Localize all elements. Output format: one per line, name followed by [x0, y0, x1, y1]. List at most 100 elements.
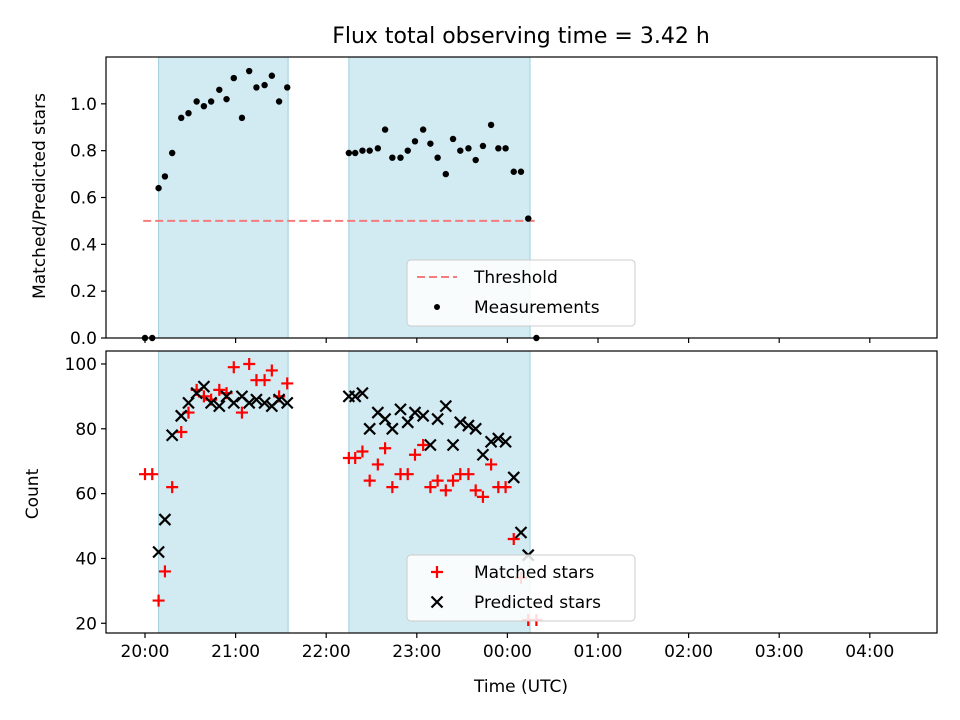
data-point: [484, 435, 498, 449]
x-tick-label: 04:00: [845, 642, 894, 662]
legend-box: [406, 554, 636, 622]
data-point: [462, 419, 475, 432]
y-tick-label: 0.2: [70, 282, 97, 302]
data-point: [275, 98, 283, 105]
x-tick-label: 01:00: [574, 642, 623, 662]
data-point: [379, 442, 392, 455]
data-point: [168, 149, 176, 157]
legend: Threshold Measurements: [406, 259, 636, 327]
data-point: [507, 471, 521, 484]
data-point: [495, 145, 502, 152]
data-point: [207, 98, 215, 105]
data-point: [381, 126, 389, 133]
data-point: [394, 403, 407, 416]
data-point: [243, 357, 256, 370]
data-point: [265, 364, 278, 377]
y-tick-label: 40: [75, 549, 97, 569]
data-point: [235, 406, 248, 419]
data-point: [507, 533, 520, 545]
data-point: [227, 396, 241, 410]
data-point: [378, 412, 392, 426]
data-point: [348, 390, 362, 403]
data-point: [386, 481, 399, 494]
data-point: [238, 114, 246, 122]
data-point: [416, 409, 430, 423]
data-point: [175, 426, 188, 439]
y-tick-label: 80: [75, 420, 97, 440]
data-point: [242, 396, 256, 410]
data-point: [258, 374, 271, 387]
data-point: [200, 102, 208, 110]
data-point: [374, 145, 382, 152]
legend-label: Matched stars: [474, 563, 594, 583]
data-point: [514, 526, 528, 539]
data-point: [419, 126, 427, 133]
bottom-panel: Count Time (UTC) 20 40 60 80 100 20:00 21:00 22…: [23, 350, 938, 697]
data-point: [204, 396, 218, 410]
data-point: [158, 565, 171, 578]
data-point: [268, 72, 276, 79]
data-point: [258, 396, 271, 410]
data-point: [359, 147, 366, 154]
y-tick-label: 1.0: [70, 95, 97, 115]
data-point: [272, 393, 286, 406]
data-point: [152, 594, 165, 607]
data-point: [517, 168, 525, 175]
chart-title: Flux total observing time = 3.42 h: [332, 24, 710, 49]
data-point: [525, 215, 532, 222]
data-point: [166, 481, 179, 494]
data-point: [213, 383, 226, 396]
y-tick-label: 0.4: [70, 235, 97, 255]
axes-frame: [105, 350, 938, 634]
data-point: [457, 147, 464, 154]
legend-box: [406, 259, 636, 327]
data-point: [371, 458, 384, 471]
legend-label: Threshold: [473, 268, 558, 288]
data-point: [155, 184, 162, 192]
data-point: [417, 439, 430, 451]
data-point: [408, 448, 421, 461]
data-point: [280, 396, 294, 410]
data-point: [479, 142, 487, 150]
series-dot: [141, 67, 540, 342]
data-point: [449, 135, 457, 143]
y-tick-label: 20: [75, 614, 97, 634]
data-point: [465, 145, 472, 152]
data-point: [401, 468, 414, 481]
data-point: [261, 81, 268, 89]
data-point: [389, 154, 396, 161]
data-point: [363, 422, 376, 436]
data-point: [502, 145, 509, 152]
data-point: [411, 138, 419, 145]
data-point: [404, 147, 411, 154]
data-point: [213, 399, 226, 413]
data-point: [366, 147, 373, 154]
data-point: [245, 67, 253, 75]
data-point: [446, 438, 460, 452]
data-point: [356, 445, 369, 458]
x-axis-label: Time (UTC): [473, 677, 568, 697]
data-point: [230, 74, 237, 82]
data-point: [499, 435, 512, 449]
top-panel: Matched/Predicted stars 0.0 0.2 0.4 0.6 0.8 1…: [30, 56, 938, 349]
data-point: [386, 422, 399, 436]
data-point: [476, 490, 489, 503]
data-point: [250, 393, 263, 406]
legend-marker: [434, 304, 440, 310]
data-point: [424, 438, 437, 452]
data-point: [472, 156, 479, 164]
data-point: [476, 448, 490, 462]
y-tick-label: 0.6: [70, 189, 97, 209]
legend-marker: [431, 566, 443, 578]
data-point: [356, 386, 369, 400]
data-point: [351, 149, 359, 157]
y-tick-label: 60: [75, 485, 97, 505]
data-point: [253, 84, 260, 91]
data-point: [363, 474, 376, 487]
data-point: [349, 451, 362, 464]
data-point: [158, 513, 172, 526]
data-point: [152, 545, 165, 559]
y-tick-label: 100: [65, 355, 97, 375]
data-point: [284, 84, 291, 91]
